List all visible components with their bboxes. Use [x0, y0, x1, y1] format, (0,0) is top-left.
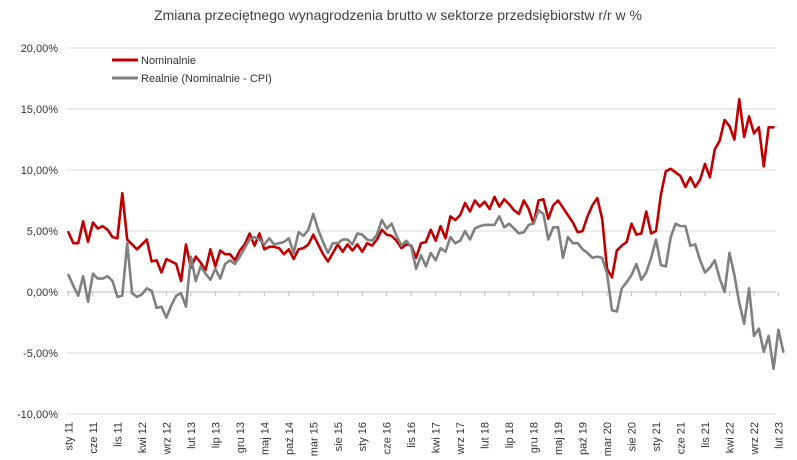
legend: Nominalnie Realnie (Nominalnie - CPI) [112, 55, 272, 85]
legend-label-nominalnie: Nominalnie [141, 55, 196, 67]
x-tick-label: wrz 12 [161, 422, 173, 455]
x-tick-label: mar 15 [308, 422, 320, 456]
y-tick-label: -5,00% [23, 348, 58, 360]
x-tick-label: maj 14 [259, 422, 271, 455]
y-tick-label: 15,00% [21, 104, 59, 116]
x-tick-label: lis 21 [700, 422, 712, 448]
x-axis-labels: sty 11 cze 11 lis 11 kwi 12 wrz 12 lut 13 lip … [63, 422, 785, 456]
x-tick-label: cze 16 [382, 422, 394, 454]
x-tick-label: sty 16 [357, 422, 369, 451]
y-tick-label: 0,00% [27, 287, 58, 299]
x-tick-label: wrz 22 [749, 422, 761, 455]
x-tick-label: mar 20 [602, 422, 614, 456]
x-tick-label: lis 16 [406, 422, 418, 448]
y-tick-label: 20,00% [21, 43, 59, 55]
x-tick-label: cze 21 [676, 422, 688, 454]
x-tick-label: gru 13 [235, 422, 247, 453]
x-tick-label: sie 15 [333, 422, 345, 451]
x-tick-label: lis 11 [112, 422, 124, 447]
x-tick-label: lut 13 [186, 422, 198, 449]
x-tick-label: gru 18 [529, 422, 541, 453]
x-tick-label: lip 18 [504, 422, 516, 448]
series-group [67, 97, 785, 371]
x-tick-label: paź 19 [578, 422, 590, 455]
x-tick-label: kwi 17 [431, 422, 443, 453]
series-line-realnie [67, 208, 785, 371]
x-tick-label: lip 13 [210, 422, 222, 448]
x-tick-label: wrz 17 [455, 422, 467, 455]
x-tick-label: lut 18 [480, 422, 492, 449]
x-tick-label: maj 19 [553, 422, 565, 455]
y-tick-label: -10,00% [17, 409, 58, 421]
x-tick-label: lut 23 [773, 422, 785, 449]
x-tick-label: cze 11 [88, 422, 100, 454]
x-tick-label: kwi 12 [137, 422, 149, 453]
x-tick-label: sty 11 [63, 422, 75, 451]
series-line-nominalnie [67, 97, 775, 283]
x-tick-label: sty 21 [651, 422, 663, 451]
grid-lines [66, 47, 776, 415]
y-axis-labels: 20,00% 15,00% 10,00% 5,00% 0,00% -5,00% -10,00… [17, 43, 58, 421]
x-tick-label: sie 20 [627, 422, 639, 451]
legend-label-realnie: Realnie (Nominalnie - CPI) [141, 73, 272, 85]
x-tick-label: kwi 22 [724, 422, 736, 453]
y-tick-label: 5,00% [27, 226, 58, 238]
y-tick-label: 10,00% [21, 165, 59, 177]
chart-title: Zmiana przeciętnego wynagrodzenia brutto… [154, 7, 642, 23]
x-tick-label: paź 14 [284, 422, 296, 455]
